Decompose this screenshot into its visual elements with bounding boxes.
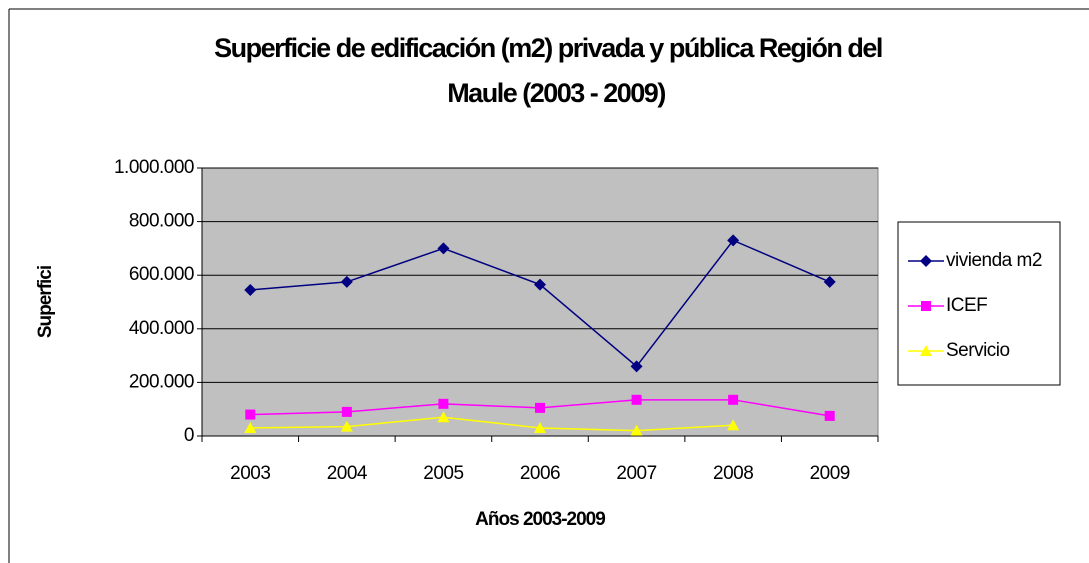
data-point	[245, 409, 256, 420]
y-tick-label: 400.000	[129, 318, 194, 339]
data-point	[824, 410, 835, 421]
series-line	[250, 416, 734, 432]
y-tick-label: 1.000.000	[114, 157, 194, 178]
data-point	[244, 421, 257, 433]
legend-label: Servicio	[946, 340, 1010, 361]
data-point	[823, 275, 836, 288]
x-tick-label: 2007	[616, 463, 656, 484]
y-axis-label: Superfici	[35, 266, 56, 338]
x-tick-label: 2004	[327, 463, 368, 484]
data-point	[727, 419, 740, 431]
data-point	[437, 242, 450, 255]
x-tick-label: 2005	[423, 463, 463, 484]
legend-label: vivienda m2	[946, 250, 1042, 271]
x-tick-label: 2006	[520, 463, 560, 484]
y-tick-label: 200.000	[129, 371, 194, 392]
data-point	[438, 398, 449, 409]
legend-marker	[920, 255, 932, 267]
data-point	[534, 278, 546, 291]
data-point	[631, 394, 642, 405]
data-point	[630, 360, 643, 373]
data-point	[340, 275, 353, 288]
x-tick-label: 2008	[713, 463, 753, 484]
data-point	[341, 406, 352, 417]
legend-label: ICEF	[946, 295, 987, 316]
x-tick-label: 2003	[230, 463, 270, 484]
y-tick-label: 600.000	[129, 264, 194, 285]
x-axis-label: Años 2003-2009	[475, 509, 605, 530]
legend-marker	[921, 301, 931, 311]
data-point	[437, 411, 450, 423]
data-point	[244, 283, 257, 296]
data-point	[340, 420, 353, 432]
data-point	[728, 394, 739, 405]
y-tick-label: 0	[184, 425, 194, 446]
chart-title: Maule (2003 - 2009)	[447, 78, 665, 108]
data-point	[727, 234, 740, 247]
x-tick-label: 2009	[810, 463, 850, 484]
data-point	[630, 424, 643, 436]
legend-marker	[920, 345, 932, 356]
y-tick-label: 800.000	[129, 211, 194, 232]
chart-title: Superficie de edificación (m2) privada y…	[214, 33, 882, 63]
data-point	[534, 421, 546, 433]
plot-area	[201, 167, 879, 437]
data-point	[535, 402, 545, 413]
